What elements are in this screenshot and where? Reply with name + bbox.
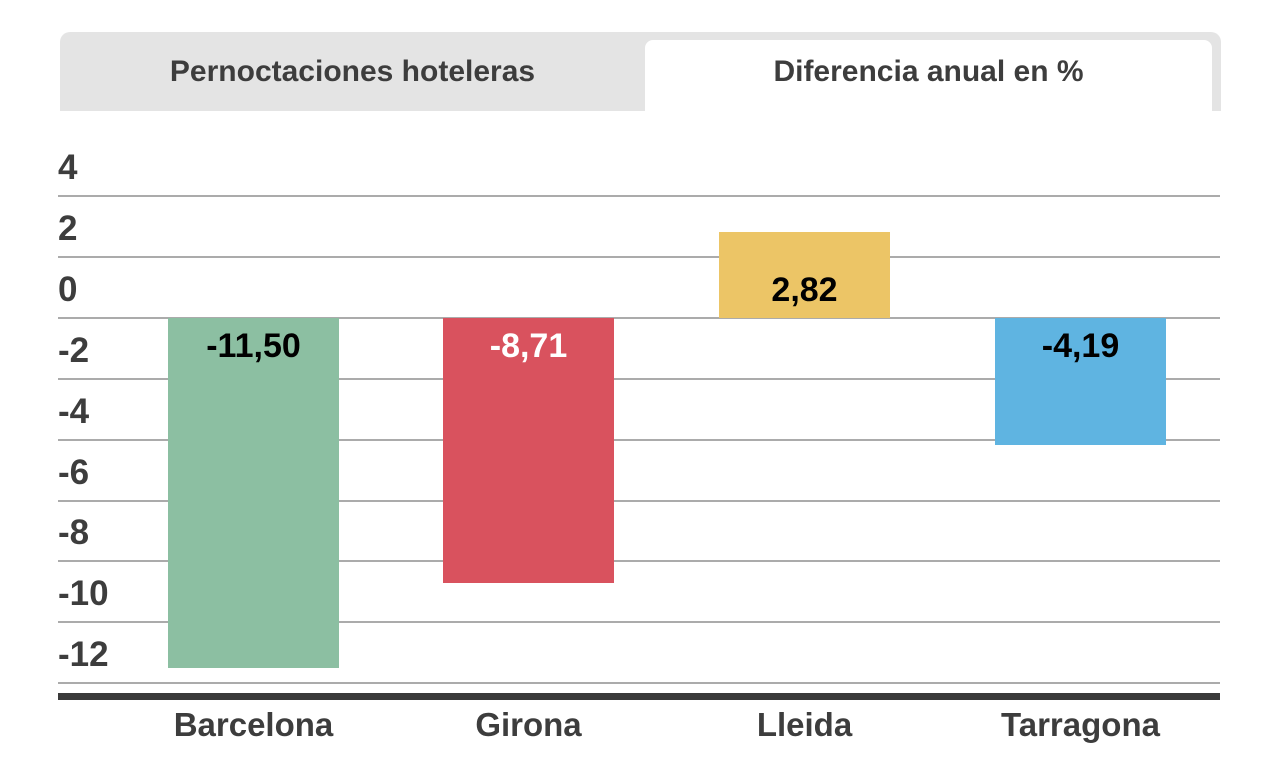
- gridline--6: [58, 499, 1220, 502]
- category-label-barcelona: Barcelona: [173, 706, 334, 743]
- category-label-lleida: Lleida: [756, 706, 853, 743]
- bar-barcelona: [168, 318, 339, 668]
- gridline--2: [58, 377, 1220, 380]
- y-tick-label--10: -10: [58, 574, 109, 614]
- y-tick-label-4: 4: [58, 148, 78, 188]
- tab-active-background: [645, 40, 1212, 111]
- gridline--8: [58, 560, 1220, 563]
- gridline-4: [58, 195, 1220, 198]
- bar-value-girona: -8,71: [489, 327, 568, 365]
- category-label-tarragona: Tarragona: [1001, 706, 1160, 743]
- gridline--4: [58, 438, 1220, 441]
- gridline-0: [58, 317, 1220, 319]
- y-tick-label-2: 2: [58, 209, 78, 249]
- tab-pernoctaciones-hoteleras[interactable]: Pernoctaciones hoteleras: [169, 54, 536, 88]
- gridline--12: [58, 682, 1220, 685]
- y-tick-label-0: 0: [58, 270, 78, 309]
- tab-bar: Pernoctaciones hoteleras Diferencia anua…: [60, 32, 1221, 111]
- bar-lleida: [719, 232, 890, 318]
- bar-tarragona: [995, 318, 1166, 446]
- y-tick-label--2: -2: [58, 330, 90, 370]
- x-axis-line: [58, 693, 1220, 700]
- gridline-2: [58, 256, 1220, 259]
- y-tick-label--4: -4: [58, 391, 90, 431]
- y-tick-label--12: -12: [58, 635, 109, 675]
- bar-value-lleida: 2,82: [771, 271, 838, 309]
- bar-value-barcelona: -11,50: [206, 327, 301, 365]
- bar-girona: [443, 318, 614, 583]
- gridline--10: [58, 621, 1220, 624]
- y-tick-label--8: -8: [58, 513, 90, 553]
- y-tick-label--6: -6: [58, 452, 90, 492]
- category-label-girona: Girona: [475, 706, 582, 743]
- tab-diferencia-anual[interactable]: Diferencia anual en %: [773, 54, 1084, 88]
- bar-value-tarragona: -4,19: [1041, 327, 1120, 365]
